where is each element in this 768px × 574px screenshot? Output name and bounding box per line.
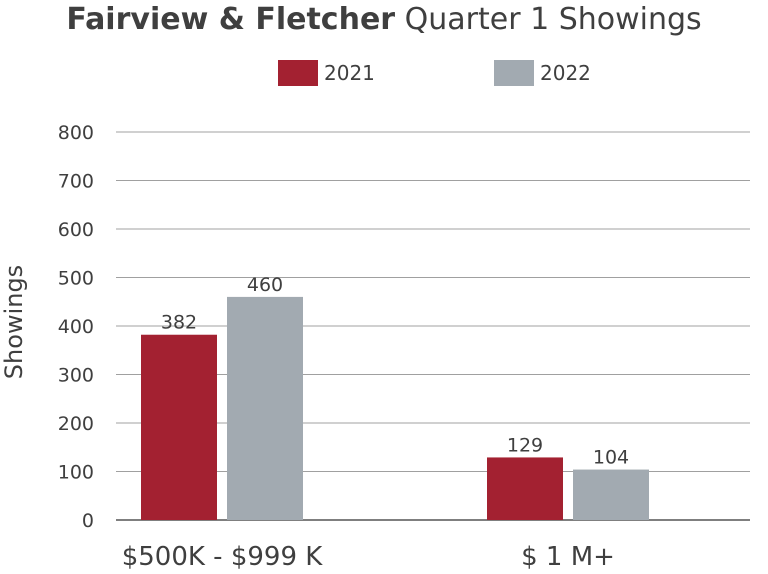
- bar: [487, 457, 563, 520]
- data-label: 129: [507, 434, 543, 456]
- legend-swatch-2022: [494, 60, 534, 86]
- y-tick-label: 300: [58, 365, 94, 387]
- y-tick-label: 400: [58, 316, 94, 338]
- chart-legend: 2021 2022: [0, 58, 768, 88]
- y-tick-label: 200: [58, 413, 94, 435]
- legend-swatch-2021: [278, 60, 318, 86]
- y-tick-label: 800: [58, 122, 94, 144]
- data-label: 104: [593, 447, 629, 469]
- y-tick-label: 600: [58, 219, 94, 241]
- bar: [573, 469, 649, 520]
- x-category-label: $ 1 M+: [521, 542, 615, 572]
- bar: [141, 334, 217, 520]
- data-label: 382: [161, 312, 197, 334]
- legend-label-2022: 2022: [540, 61, 591, 85]
- y-axis-label: Showings: [0, 265, 28, 379]
- y-tick-label: 0: [82, 510, 94, 532]
- chart-title-bold: Fairview & Fletcher: [66, 2, 396, 37]
- y-tick-label: 700: [58, 171, 94, 193]
- chart-title-rest: Quarter 1 Showings: [404, 2, 702, 37]
- y-tick-label: 500: [58, 268, 94, 290]
- data-label: 460: [247, 274, 283, 296]
- legend-label-2021: 2021: [324, 61, 375, 85]
- legend-item-2021: 2021: [278, 58, 375, 88]
- bar: [227, 296, 303, 520]
- y-tick-label: 100: [58, 462, 94, 484]
- x-category-label: $500K - $999 K: [122, 542, 324, 572]
- legend-item-2022: 2022: [494, 58, 591, 88]
- chart-title: Fairview & Fletcher Quarter 1 Showings: [0, 2, 768, 37]
